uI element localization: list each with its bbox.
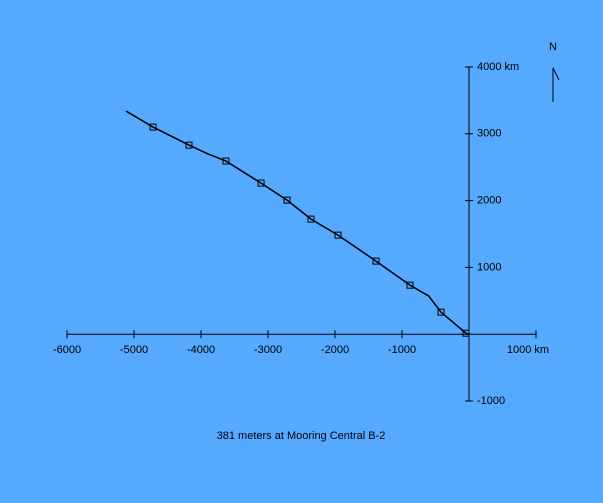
- y-tick-label: 3000: [477, 128, 501, 140]
- marker: [334, 231, 342, 239]
- x-tick-label: -6000: [53, 344, 81, 356]
- y-tick-label: 2000: [477, 195, 501, 207]
- x-tick-label: -2000: [321, 344, 349, 356]
- y-tick-label: 1000: [477, 261, 501, 273]
- x-tick-label: -4000: [187, 344, 215, 356]
- marker: [283, 196, 291, 204]
- x-tick-label: 1000 km: [507, 344, 549, 356]
- track-line: [125, 110, 470, 335]
- marker: [257, 179, 265, 187]
- marker: [437, 308, 445, 316]
- north-arrow: [552, 67, 560, 102]
- marker: [406, 281, 414, 289]
- marker: [462, 329, 470, 337]
- x-tick-label: -5000: [120, 344, 148, 356]
- marker: [185, 141, 193, 149]
- marker: [372, 257, 380, 265]
- north-label: N: [549, 41, 557, 53]
- chart-title: 381 meters at Mooring Central B-2: [217, 430, 386, 442]
- marker: [222, 157, 230, 165]
- y-tick-label: 4000 km: [477, 61, 519, 73]
- x-tick-label: -3000: [254, 344, 282, 356]
- marker: [149, 123, 157, 131]
- marker: [307, 215, 315, 223]
- y-tick-label: -1000: [477, 395, 505, 407]
- x-tick-label: -1000: [388, 344, 416, 356]
